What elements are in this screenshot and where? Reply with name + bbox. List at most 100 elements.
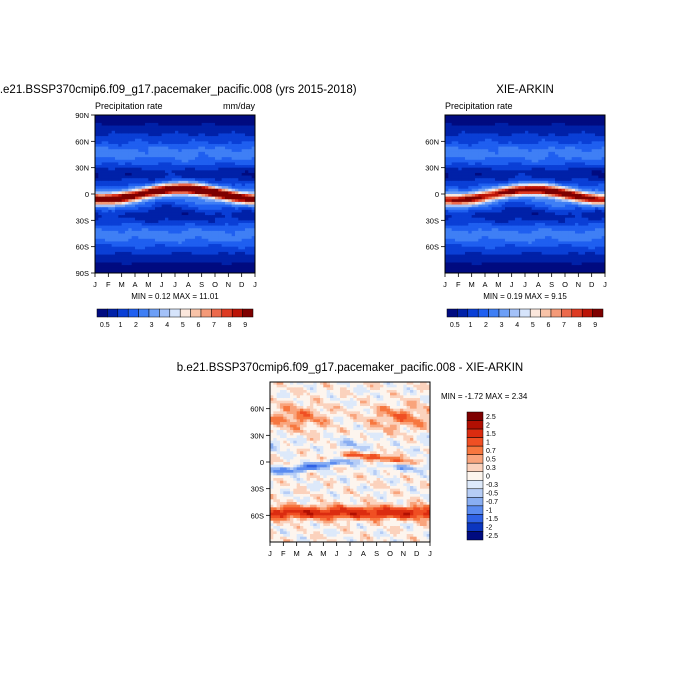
field-cell	[128, 241, 133, 245]
field-cell	[471, 167, 476, 171]
field-cell	[465, 120, 469, 124]
field-cell	[178, 167, 183, 171]
field-cell	[538, 212, 543, 216]
field-cell	[218, 251, 223, 256]
field-cell	[448, 194, 453, 198]
field-cell	[115, 222, 119, 227]
field-cell	[115, 196, 119, 200]
field-cell	[241, 262, 246, 266]
field-cell	[518, 238, 523, 242]
field-cell	[461, 178, 466, 182]
field-cell	[445, 178, 449, 182]
field-cell	[528, 236, 533, 240]
field-cell	[195, 207, 199, 211]
field-cell	[221, 230, 226, 235]
field-cell	[238, 170, 243, 174]
field-cell	[148, 194, 153, 198]
field-cell	[135, 186, 139, 190]
field-cell	[468, 212, 473, 216]
field-cell	[165, 115, 169, 119]
field-cell	[145, 194, 149, 198]
field-cell	[251, 254, 255, 258]
field-cell	[175, 191, 179, 195]
field-cell	[191, 196, 196, 200]
field-cell	[461, 162, 466, 166]
field-cell	[225, 186, 229, 190]
field-cell	[521, 159, 526, 163]
field-cell	[498, 172, 503, 177]
field-cell	[198, 120, 203, 124]
field-cell	[158, 115, 163, 119]
field-cell	[145, 212, 149, 216]
field-cell	[458, 136, 463, 140]
field-cell	[115, 244, 119, 248]
field-cell	[231, 249, 236, 253]
field-cell	[501, 130, 506, 135]
field-cell	[135, 257, 139, 261]
field-cell	[188, 178, 193, 182]
field-cell	[518, 270, 523, 273]
field-cell	[111, 244, 116, 248]
field-cell	[218, 138, 223, 142]
field-cell	[191, 186, 196, 190]
field-cell	[488, 199, 493, 203]
field-cell	[148, 246, 153, 250]
field-cell	[178, 178, 183, 182]
field-cell	[235, 204, 239, 208]
field-cell	[515, 246, 519, 250]
field-cell	[175, 244, 179, 248]
field-cell	[531, 186, 536, 190]
field-cell	[101, 199, 106, 203]
field-cell	[211, 188, 216, 192]
field-cell	[248, 180, 253, 185]
field-cell	[458, 230, 463, 235]
field-cell	[528, 167, 533, 171]
field-cell	[458, 191, 463, 195]
field-cell	[178, 183, 183, 187]
field-cell	[531, 154, 536, 158]
field-cell	[95, 220, 99, 224]
field-cell	[521, 125, 526, 129]
field-cell	[545, 265, 549, 269]
field-cell	[245, 175, 249, 179]
field-cell	[538, 178, 543, 182]
field-cell	[251, 249, 255, 253]
field-cell	[468, 120, 473, 124]
field-cell	[448, 159, 453, 163]
field-cell	[151, 183, 156, 187]
field-cell	[141, 201, 146, 206]
field-cell	[218, 172, 223, 177]
field-cell	[181, 236, 186, 240]
field-cell	[555, 117, 559, 121]
field-cell	[151, 267, 156, 271]
field-cell	[488, 159, 493, 163]
field-cell	[538, 138, 543, 142]
field-cell	[485, 154, 489, 158]
field-cell	[181, 143, 186, 148]
field-cell	[151, 186, 156, 190]
field-cell	[535, 230, 539, 235]
field-cell	[108, 154, 113, 158]
field-cell	[491, 217, 496, 221]
field-cell	[178, 228, 183, 232]
field-cell	[118, 154, 123, 158]
field-cell	[115, 233, 119, 237]
field-cell	[488, 209, 493, 214]
field-cell	[251, 259, 255, 264]
field-cell	[111, 120, 116, 124]
field-cell	[488, 238, 493, 242]
field-cell	[218, 115, 223, 119]
field-cell	[251, 241, 255, 245]
field-cell	[458, 178, 463, 182]
field-cell	[138, 138, 143, 142]
field-cell	[505, 244, 509, 248]
field-cell	[501, 165, 506, 169]
field-cell	[108, 262, 113, 266]
field-cell	[115, 217, 119, 221]
field-cell	[535, 251, 539, 256]
field-cell	[521, 133, 526, 137]
field-cell	[235, 265, 239, 269]
field-cell	[471, 130, 476, 135]
field-cell	[225, 157, 229, 161]
field-cell	[248, 125, 253, 129]
